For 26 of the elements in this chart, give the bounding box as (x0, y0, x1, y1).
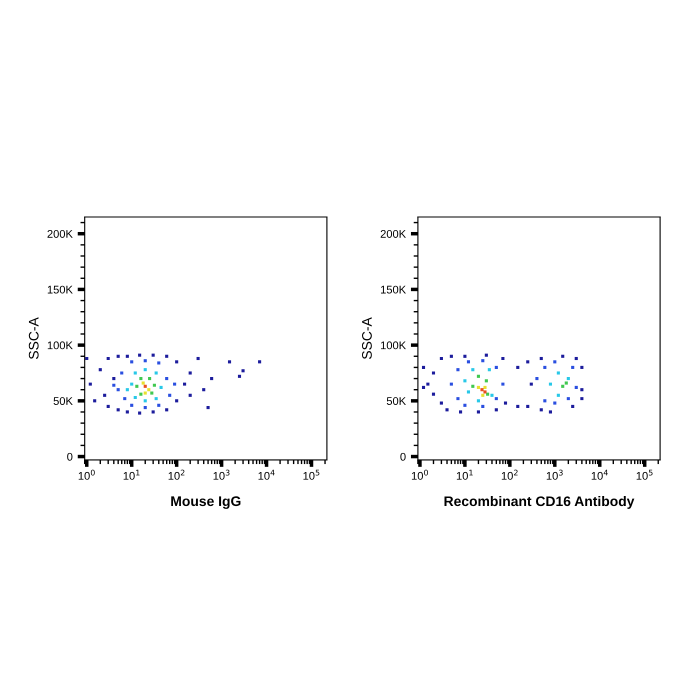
y-tick-label: 0 (400, 452, 406, 461)
y-tick-label: 0 (67, 452, 72, 461)
x-tick-label: 10$^{0}$ (78, 470, 95, 480)
y-tick-label: 150K (380, 286, 406, 294)
y-tick-label: 50K (386, 397, 406, 405)
y-tick-label: 100K (48, 341, 73, 350)
y-tick-label: 200K (380, 230, 406, 238)
y-tick-label: 100K (380, 341, 406, 350)
y-axis-title: SSC-A (362, 317, 372, 360)
x-tick-label: 10$^{5}$ (303, 470, 320, 480)
x-tick-label: 10$^{5}$ (636, 470, 653, 480)
x-tick-label: 10$^{1}$ (456, 470, 473, 480)
x-tick-label: 10$^{4}$ (258, 470, 275, 480)
y-tick-label: 50K (54, 397, 73, 405)
x-axis-title: Recombinant CD16 Antibody (444, 496, 634, 509)
y-tick-label: 200K (48, 230, 73, 238)
y-tick-label: 150K (48, 286, 73, 294)
y-axis-title: SSC-A (28, 317, 39, 360)
x-tick-label: 10$^{0}$ (412, 470, 428, 480)
x-tick-label: 10$^{4}$ (592, 470, 608, 480)
x-tick-label: 10$^{3}$ (214, 470, 230, 480)
x-axis-title: Mouse IgG (171, 496, 240, 509)
x-tick-label: 10$^{2}$ (502, 470, 518, 480)
x-tick-label: 10$^{3}$ (546, 470, 563, 480)
x-tick-label: 10$^{2}$ (168, 470, 184, 480)
x-tick-label: 10$^{1}$ (124, 470, 140, 480)
